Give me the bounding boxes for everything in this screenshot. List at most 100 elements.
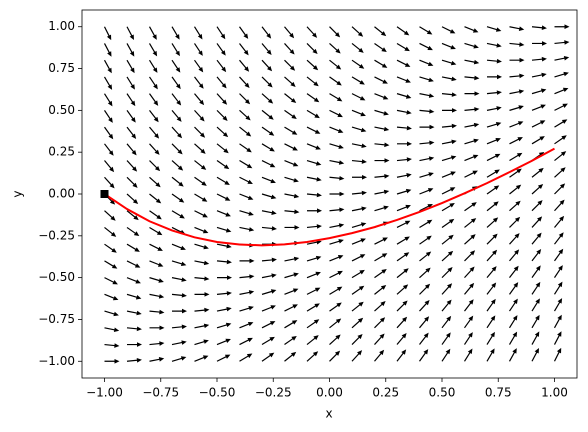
- arrow: [464, 250, 476, 262]
- arrow: [441, 187, 456, 195]
- arrow: [486, 282, 497, 295]
- arrow: [329, 76, 342, 86]
- arrow: [374, 253, 388, 262]
- y-tick-label: 0.25: [48, 145, 75, 159]
- arrow: [171, 160, 184, 171]
- arrow: [194, 292, 210, 297]
- arrow: [126, 277, 141, 284]
- arrow: [239, 210, 254, 216]
- arrow: [509, 200, 521, 212]
- arrow: [216, 291, 232, 296]
- arrow: [284, 159, 299, 167]
- arrow: [171, 76, 181, 90]
- arrow: [419, 109, 435, 114]
- arrow: [216, 76, 227, 89]
- arrow: [239, 59, 250, 72]
- arrow: [374, 349, 385, 362]
- arrow: [441, 283, 453, 295]
- arrow: [396, 268, 409, 279]
- arrow: [419, 172, 434, 178]
- arrow: [329, 159, 345, 165]
- arrow: [216, 93, 228, 105]
- arrow: [103, 43, 112, 57]
- arrow: [126, 193, 139, 205]
- arrow: [126, 43, 135, 57]
- x-tick-label: −0.25: [255, 386, 292, 400]
- arrow: [216, 143, 229, 154]
- arrow: [419, 26, 433, 35]
- arrow: [554, 40, 570, 45]
- arrow: [194, 339, 209, 346]
- arrow: [374, 301, 386, 312]
- arrow: [306, 26, 318, 38]
- arrow: [104, 243, 117, 253]
- arrow: [104, 343, 120, 348]
- arrow: [239, 109, 251, 121]
- arrow: [194, 260, 210, 266]
- arrow: [509, 121, 524, 128]
- arrow: [486, 90, 502, 95]
- arrow: [351, 76, 365, 85]
- arrow: [509, 249, 520, 262]
- arrow: [351, 206, 367, 212]
- arrow: [148, 59, 158, 73]
- arrow: [419, 332, 429, 345]
- arrow: [554, 103, 568, 111]
- arrow: [261, 126, 275, 136]
- arrow: [171, 340, 187, 346]
- x-tick-label: 0.00: [316, 386, 343, 400]
- arrow: [508, 331, 518, 345]
- arrow: [374, 109, 389, 116]
- arrow: [171, 226, 186, 235]
- arrow: [441, 171, 456, 178]
- arrow: [419, 251, 432, 262]
- arrow: [216, 59, 227, 73]
- arrow: [464, 91, 480, 96]
- arrow: [554, 199, 565, 212]
- arrow: [486, 348, 495, 362]
- arrow: [284, 335, 297, 346]
- arrow: [239, 43, 249, 56]
- arrow: [193, 26, 203, 40]
- arrow: [509, 298, 518, 312]
- arrow: [396, 125, 412, 131]
- arrow: [284, 76, 296, 87]
- arrow: [284, 143, 298, 151]
- arrow: [104, 293, 119, 301]
- arrow: [374, 93, 389, 100]
- arrow: [239, 337, 253, 346]
- arrow: [464, 26, 479, 33]
- arrow: [486, 331, 495, 345]
- arrow: [464, 218, 477, 228]
- arrow: [486, 58, 502, 64]
- arrow: [531, 216, 543, 228]
- arrow: [351, 26, 364, 37]
- arrow: [216, 259, 232, 265]
- arrow: [374, 173, 390, 179]
- arrow: [329, 191, 345, 197]
- arrow: [104, 260, 118, 269]
- arrow: [554, 87, 569, 95]
- arrow: [329, 318, 342, 329]
- arrow: [217, 275, 232, 280]
- arrow: [486, 137, 501, 145]
- arrow: [329, 109, 343, 118]
- arrow: [531, 183, 544, 195]
- arrow: [216, 109, 228, 121]
- arrow: [284, 320, 298, 329]
- arrow: [441, 42, 456, 50]
- arrow: [194, 109, 205, 122]
- arrow: [103, 93, 113, 107]
- arrow: [261, 109, 274, 120]
- arrow: [239, 126, 252, 137]
- arrow: [441, 123, 457, 129]
- start-point: [100, 190, 109, 198]
- arrow: [374, 76, 388, 84]
- arrow: [531, 56, 547, 62]
- arrow: [396, 220, 411, 228]
- arrow: [126, 143, 137, 156]
- arrow: [509, 89, 525, 95]
- arrow: [441, 76, 457, 82]
